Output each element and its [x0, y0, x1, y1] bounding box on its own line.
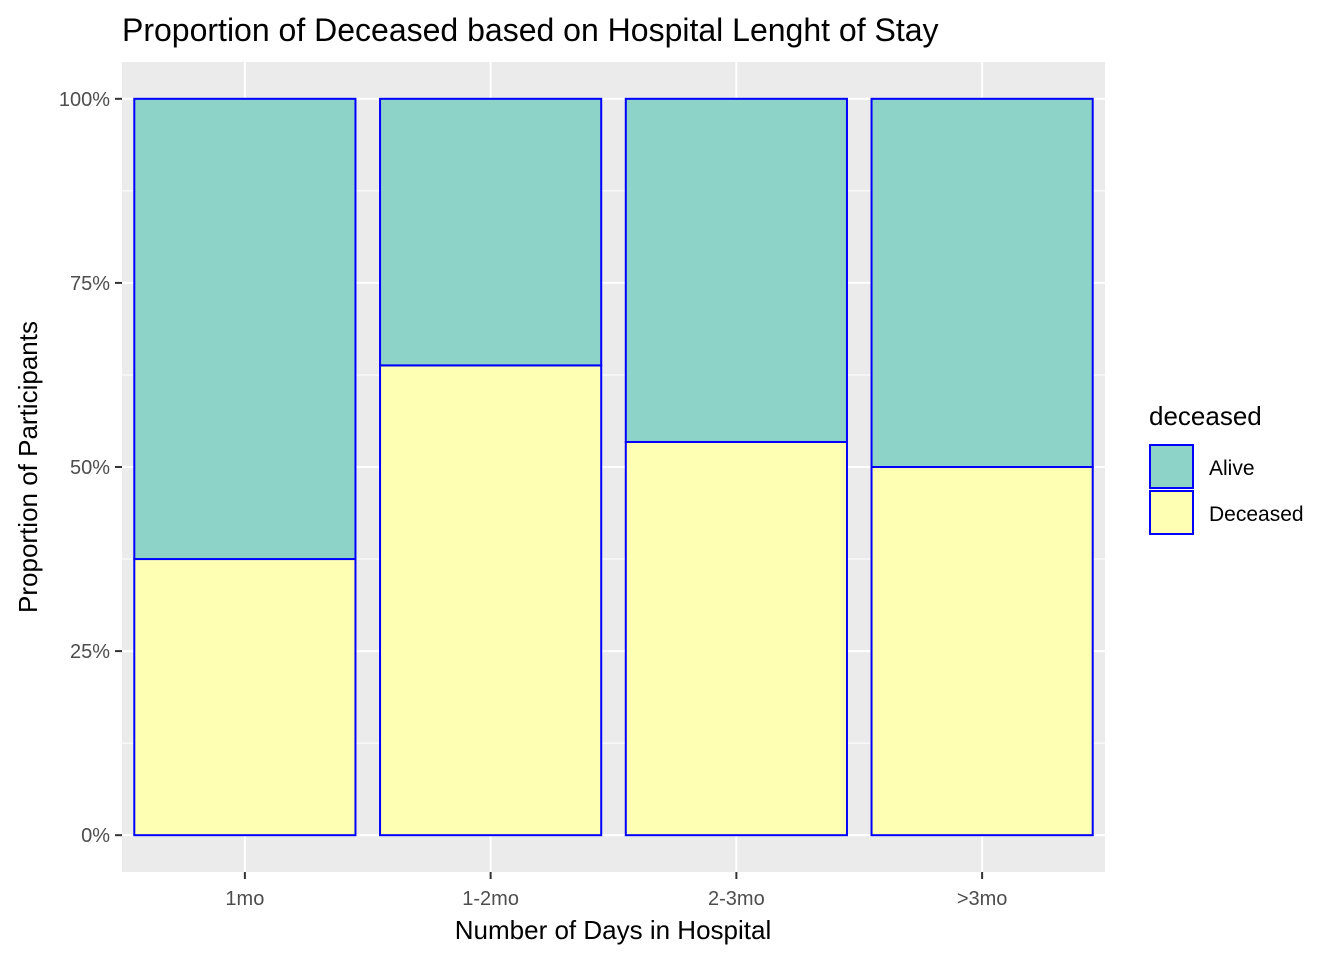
bar-segment-alive-3: [624, 97, 848, 443]
x-tick-label: >3mo: [957, 888, 1008, 910]
bar-segment-deceased-2: [379, 364, 603, 837]
x-tick-label: 1-2mo: [462, 888, 519, 910]
y-tick-label: 50%: [70, 457, 110, 479]
legend-label-alive: Alive: [1209, 457, 1255, 480]
y-tick-label: 0%: [81, 825, 110, 847]
x-tick-label: 2-3mo: [708, 888, 765, 910]
bar-segment-deceased-1: [133, 558, 357, 837]
y-tick-label: 75%: [70, 273, 110, 295]
bar-segment-deceased-3: [624, 440, 848, 837]
bar-segment-deceased-4: [870, 466, 1094, 837]
x-axis-title: Number of Days in Hospital: [455, 915, 771, 945]
y-axis-title: Proportion of Participants: [13, 321, 43, 613]
axes: 0% 25% 50% 75% 100% 1mo 1-2mo 2-3mo >3mo: [59, 89, 1008, 910]
bars: [133, 97, 1094, 837]
bar-segment-alive-2: [379, 97, 603, 367]
legend-title: deceased: [1149, 401, 1262, 431]
legend-items: Alive Deceased: [1149, 444, 1304, 535]
x-tick-label: 1mo: [225, 888, 264, 910]
bar-segment-alive-1: [133, 97, 357, 561]
legend-key-alive: [1149, 444, 1194, 489]
y-tick-label: 100%: [59, 89, 110, 111]
legend: deceased Alive Deceased: [1149, 401, 1304, 535]
bar-segment-alive-4: [870, 97, 1094, 469]
y-tick-label: 25%: [70, 641, 110, 663]
chart-title: Proportion of Deceased based on Hospital…: [122, 12, 939, 48]
legend-label-deceased: Deceased: [1209, 503, 1304, 526]
legend-key-deceased: [1149, 490, 1194, 535]
